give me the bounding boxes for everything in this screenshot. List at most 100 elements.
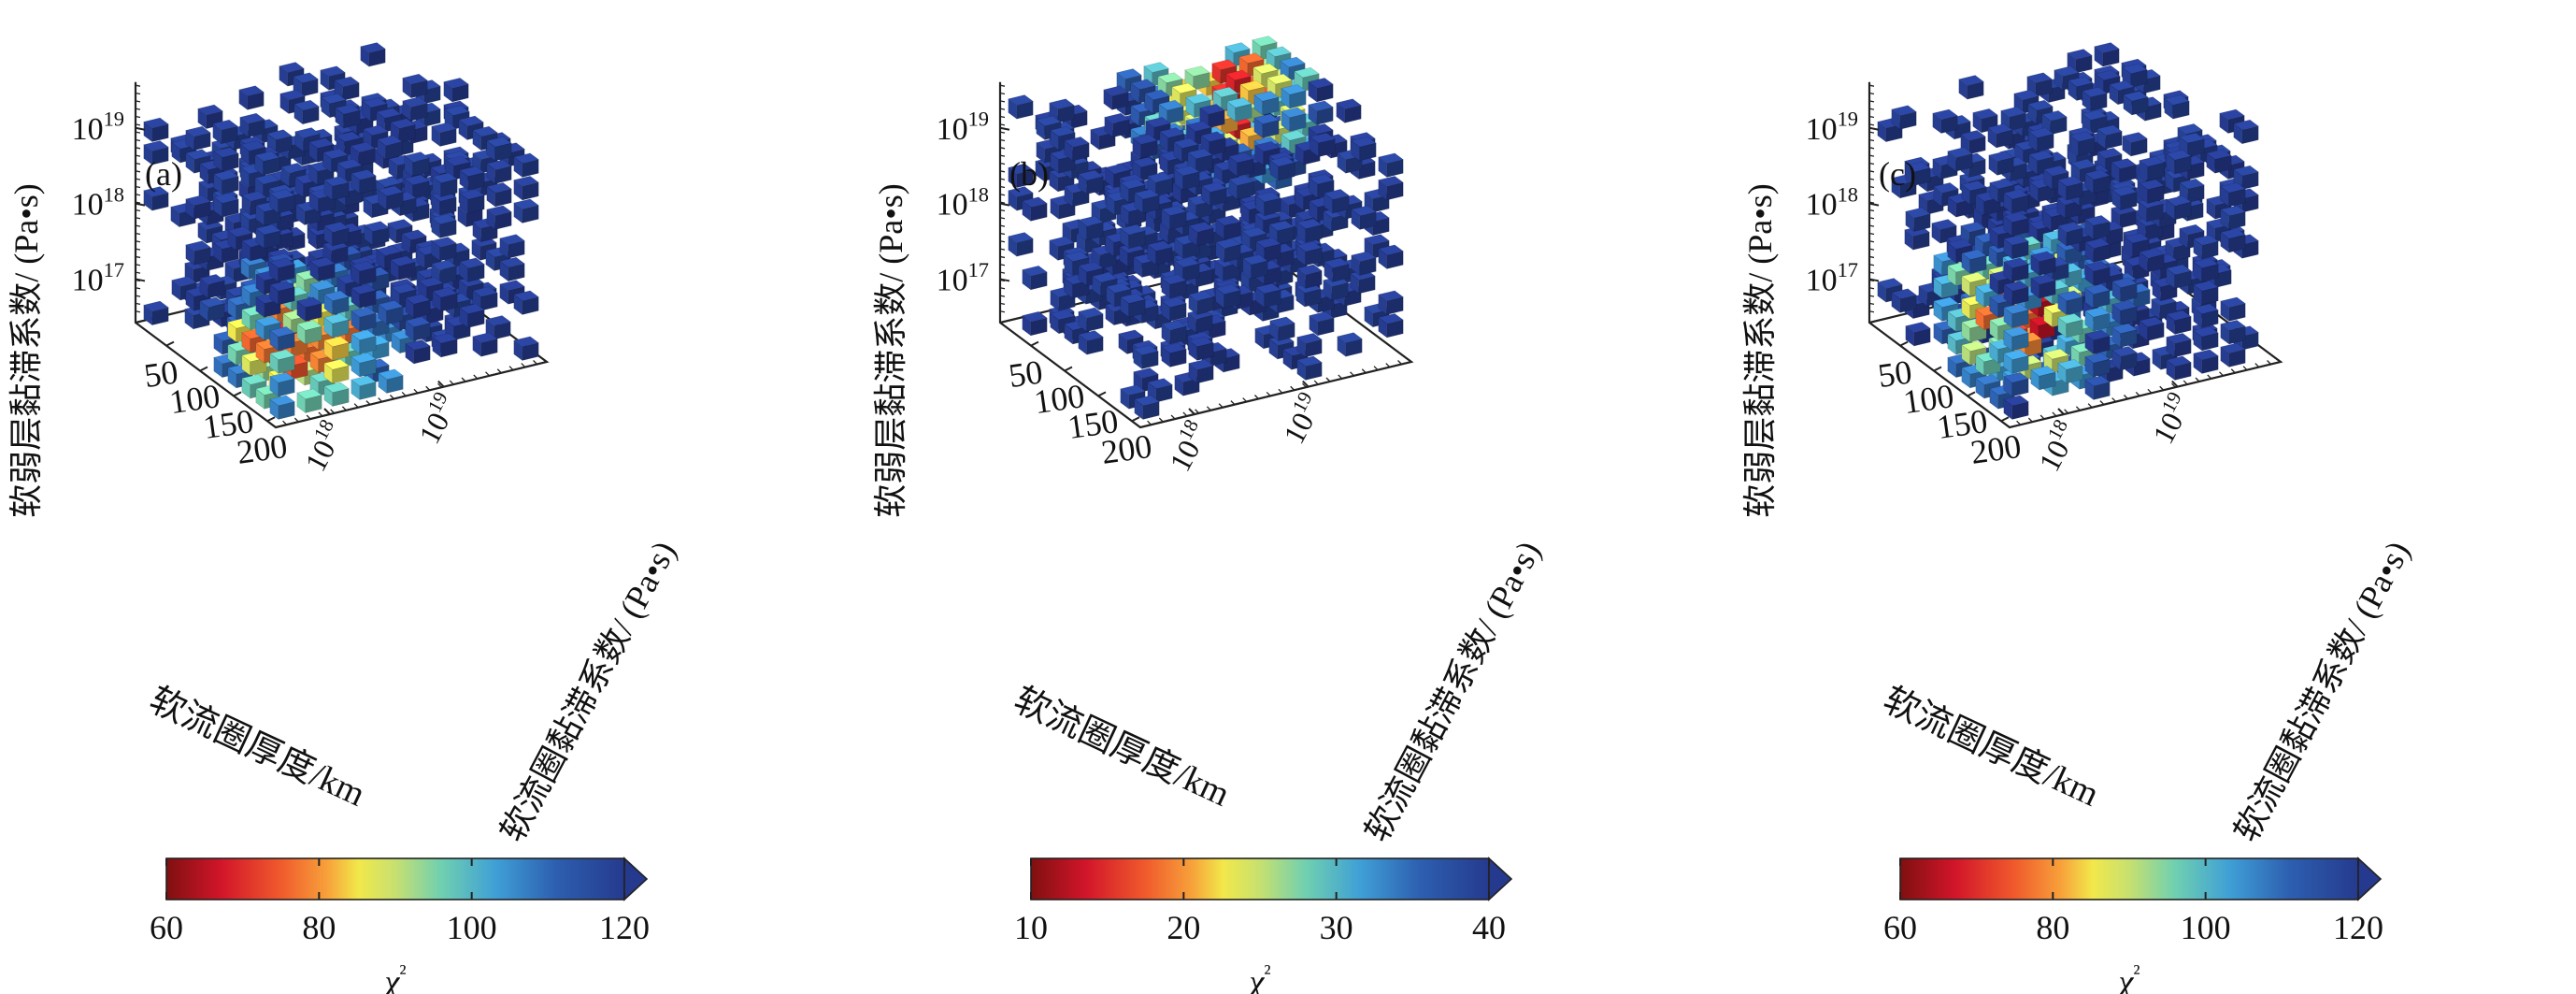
cube-marker: [1134, 395, 1160, 421]
cube-marker: [2084, 329, 2111, 355]
cube-marker: [2111, 323, 2138, 349]
cube-face-top: [402, 73, 428, 85]
cube-face-top: [323, 382, 350, 394]
cube-face-top: [431, 259, 457, 271]
cube-marker: [213, 147, 239, 172]
cube-face-top: [418, 276, 444, 288]
cube-face-top: [431, 122, 457, 134]
z-tick-label: 1017: [72, 258, 124, 297]
cube-face-top: [362, 97, 388, 108]
cube-marker: [2166, 195, 2192, 221]
cube-marker: [459, 303, 485, 329]
cube-face-top: [387, 219, 413, 230]
cube-marker: [1281, 107, 1307, 133]
cube-marker: [377, 135, 403, 161]
colorbar-extend-arrow: [1488, 857, 1513, 901]
colorbar-tick-label: 80: [302, 909, 336, 946]
x-tick-label: 200: [235, 427, 290, 471]
z-tick-label: 1019: [72, 107, 124, 146]
x-tick: [233, 391, 242, 397]
cube-marker: [212, 119, 238, 145]
cube-face-top: [432, 333, 458, 344]
cube-marker: [1133, 344, 1159, 370]
cube-face-top: [376, 176, 402, 188]
cube-marker: [269, 395, 295, 421]
cube-face-top: [351, 307, 377, 318]
cube-marker: [1188, 290, 1214, 316]
cube-marker: [459, 189, 485, 214]
cube-face-top: [351, 375, 377, 387]
cube-face-top: [336, 131, 362, 142]
cube-marker: [1296, 355, 1323, 382]
cube-marker: [351, 261, 377, 286]
x-tick: [199, 366, 208, 372]
cube-marker: [1337, 332, 1363, 357]
cube-marker: [432, 333, 458, 358]
cube-marker: [1378, 244, 1404, 270]
cube-marker: [1269, 316, 1295, 342]
cube-marker: [2084, 215, 2111, 240]
cube-marker: [269, 349, 295, 375]
cube-face-top: [432, 287, 458, 298]
cube-marker: [2003, 372, 2029, 397]
cube-marker: [1351, 251, 1377, 277]
cube-marker: [1134, 189, 1160, 214]
cube-marker: [351, 307, 377, 332]
cube-marker: [1215, 283, 1241, 310]
cube-marker: [1324, 257, 1350, 283]
cube-face-top: [459, 189, 485, 200]
cube-face-top: [499, 256, 525, 268]
cube-marker: [1378, 290, 1404, 316]
cube-marker: [513, 152, 539, 179]
cube-marker: [2111, 185, 2138, 211]
cube-face-top: [405, 294, 431, 305]
cube-marker: [405, 339, 431, 365]
cube-marker: [2084, 307, 2111, 332]
cube-marker: [1296, 241, 1323, 267]
cube-marker: [513, 336, 539, 362]
cube-marker: [1008, 94, 1034, 120]
cube-face-top: [513, 152, 539, 165]
cube-marker: [1161, 296, 1187, 323]
cube-marker: [1226, 97, 1252, 122]
cube-marker: [1188, 222, 1214, 247]
cube-marker: [2220, 205, 2246, 231]
cube-marker: [2003, 326, 2029, 352]
cube-face-top: [378, 368, 404, 381]
cube-face-top: [378, 185, 404, 197]
cube-face-top: [364, 221, 390, 232]
cube-marker: [1308, 100, 1334, 126]
z-tick-label: 1018: [72, 182, 124, 222]
cube-marker: [378, 185, 404, 211]
z-tick: [999, 126, 1010, 131]
cube-marker: [1161, 320, 1187, 345]
cube-marker: [1308, 78, 1334, 103]
cube-marker: [143, 300, 169, 326]
cube-marker: [309, 256, 336, 282]
cube-marker: [2111, 300, 2138, 325]
cube-face-top: [351, 283, 377, 295]
cube-marker: [2220, 320, 2246, 345]
cube-marker: [1324, 189, 1350, 214]
cube-marker: [2057, 313, 2083, 339]
cube-marker: [1161, 205, 1187, 231]
colorbar-tick-label: 10: [1014, 909, 1048, 946]
x-tick: [1131, 416, 1140, 423]
cube-marker: [1253, 113, 1280, 139]
cube-marker: [431, 237, 457, 262]
cube-marker: [2111, 158, 2137, 183]
cube-face-top: [336, 158, 363, 170]
cube-marker: [254, 151, 280, 176]
cube-marker: [378, 300, 404, 325]
cube-face-top: [309, 280, 336, 291]
cube-marker: [1905, 322, 1931, 347]
cube-marker: [378, 368, 404, 395]
x-tick: [1097, 391, 1107, 397]
y-tick-label: 1018: [1160, 415, 1216, 476]
cube-marker: [1228, 151, 1254, 178]
cube-marker: [513, 176, 539, 201]
z-axis-title: 软弱层黏滞系数/ (Pa•s): [872, 183, 909, 518]
